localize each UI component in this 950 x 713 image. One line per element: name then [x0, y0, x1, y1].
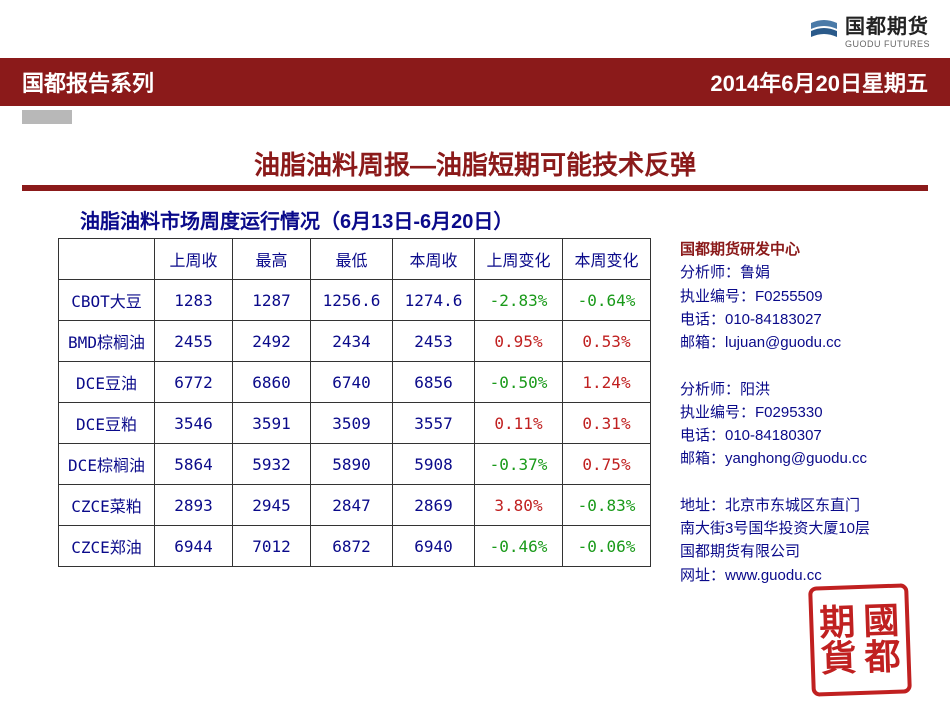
- cell: 1.24%: [563, 362, 651, 403]
- cell: 5908: [393, 444, 475, 485]
- table-col-0: [59, 239, 155, 280]
- header-bar: 国都报告系列 2014年6月20日星期五: [0, 58, 950, 106]
- cell: 6944: [155, 526, 233, 567]
- cell: CZCE菜粕: [59, 485, 155, 526]
- cell: 1274.6: [393, 280, 475, 321]
- cell: 2455: [155, 321, 233, 362]
- logo-text: 国都期货 GUODU FUTURES: [845, 10, 930, 49]
- cell: 6872: [311, 526, 393, 567]
- cell: 3546: [155, 403, 233, 444]
- table-col-1: 上周收: [155, 239, 233, 280]
- cell: CZCE郑油: [59, 526, 155, 567]
- cell: 3557: [393, 403, 475, 444]
- analyst2: 分析师：阳洪: [680, 378, 930, 401]
- cell: -0.37%: [475, 444, 563, 485]
- cell: 5932: [233, 444, 311, 485]
- logo-icon: [809, 19, 839, 41]
- license1: 执业编号：F0255509: [680, 285, 930, 308]
- cell: 0.75%: [563, 444, 651, 485]
- phone2: 电话：010-84180307: [680, 424, 930, 447]
- cell: 1287: [233, 280, 311, 321]
- cell: -0.83%: [563, 485, 651, 526]
- cell: 2453: [393, 321, 475, 362]
- address-line3: 国都期货有限公司: [680, 540, 930, 563]
- table-row: DCE棕榈油5864593258905908-0.37%0.75%: [59, 444, 651, 485]
- cell: 5890: [311, 444, 393, 485]
- address-line2: 南大街3号国华投资大厦10层: [680, 517, 930, 540]
- logo-text-cn: 国都期货: [845, 10, 930, 39]
- sidebar: 国都期货研发中心 分析师：鲁娟 执业编号：F0255509 电话：010-841…: [680, 238, 930, 587]
- table-row: DCE豆粕35463591350935570.11%0.31%: [59, 403, 651, 444]
- cell: DCE豆粕: [59, 403, 155, 444]
- cell: 3591: [233, 403, 311, 444]
- header-series: 国都报告系列: [22, 66, 154, 98]
- subtitle: 油脂油料市场周度运行情况（6月13日-6月20日）: [80, 205, 513, 234]
- cell: DCE豆油: [59, 362, 155, 403]
- table-col-2: 最高: [233, 239, 311, 280]
- cell: -0.06%: [563, 526, 651, 567]
- cell: -0.64%: [563, 280, 651, 321]
- cell: 0.31%: [563, 403, 651, 444]
- email2: 邮箱：yanghong@guodu.cc: [680, 447, 930, 470]
- gray-tab: [22, 110, 72, 124]
- cell: 6740: [311, 362, 393, 403]
- market-table: 上周收最高最低本周收上周变化本周变化 CBOT大豆128312871256.61…: [58, 238, 651, 567]
- cell: 6940: [393, 526, 475, 567]
- title-underline: [22, 185, 928, 191]
- cell: 0.11%: [475, 403, 563, 444]
- main-title: 油脂油料周报—油脂短期可能技术反弹: [0, 145, 950, 182]
- cell: 2492: [233, 321, 311, 362]
- cell: BMD棕榈油: [59, 321, 155, 362]
- phone1: 电话：010-84183027: [680, 308, 930, 331]
- table-row: CZCE菜粕28932945284728693.80%-0.83%: [59, 485, 651, 526]
- cell: 6772: [155, 362, 233, 403]
- address-line1: 地址：北京市东城区东直门: [680, 494, 930, 517]
- cell: -0.46%: [475, 526, 563, 567]
- table-row: BMD棕榈油24552492243424530.95%0.53%: [59, 321, 651, 362]
- cell: 0.95%: [475, 321, 563, 362]
- company-seal: 期國 貨都: [808, 583, 912, 696]
- cell: 1256.6: [311, 280, 393, 321]
- table-row: CBOT大豆128312871256.61274.6-2.83%-0.64%: [59, 280, 651, 321]
- cell: 5864: [155, 444, 233, 485]
- research-center: 国都期货研发中心: [680, 238, 930, 261]
- cell: 2434: [311, 321, 393, 362]
- cell: 7012: [233, 526, 311, 567]
- cell: DCE棕榈油: [59, 444, 155, 485]
- table-col-5: 上周变化: [475, 239, 563, 280]
- cell: 2847: [311, 485, 393, 526]
- cell: 6860: [233, 362, 311, 403]
- cell: 2869: [393, 485, 475, 526]
- header-date: 2014年6月20日星期五: [710, 66, 928, 98]
- table-col-6: 本周变化: [563, 239, 651, 280]
- table-header-row: 上周收最高最低本周收上周变化本周变化: [59, 239, 651, 280]
- cell: 2893: [155, 485, 233, 526]
- table-col-3: 最低: [311, 239, 393, 280]
- table-col-4: 本周收: [393, 239, 475, 280]
- cell: 2945: [233, 485, 311, 526]
- cell: -0.50%: [475, 362, 563, 403]
- table-row: CZCE郑油6944701268726940-0.46%-0.06%: [59, 526, 651, 567]
- cell: 3509: [311, 403, 393, 444]
- email1: 邮箱：lujuan@guodu.cc: [680, 331, 930, 354]
- analyst1: 分析师：鲁娟: [680, 261, 930, 284]
- cell: 6856: [393, 362, 475, 403]
- cell: 3.80%: [475, 485, 563, 526]
- cell: CBOT大豆: [59, 280, 155, 321]
- license2: 执业编号：F0295330: [680, 401, 930, 424]
- table-row: DCE豆油6772686067406856-0.50%1.24%: [59, 362, 651, 403]
- cell: 1283: [155, 280, 233, 321]
- logo-text-en: GUODU FUTURES: [845, 39, 930, 49]
- cell: 0.53%: [563, 321, 651, 362]
- cell: -2.83%: [475, 280, 563, 321]
- logo: 国都期货 GUODU FUTURES: [809, 10, 930, 49]
